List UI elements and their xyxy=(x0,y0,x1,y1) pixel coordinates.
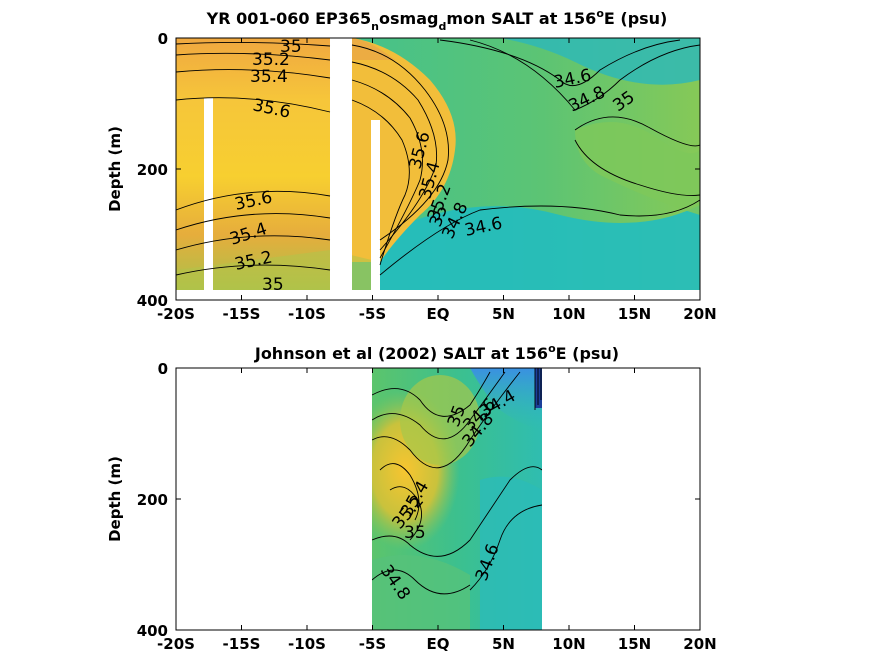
x-tick-label: -15S xyxy=(223,635,261,653)
x-tick-label: 10N xyxy=(552,635,585,653)
contour-label: 35.2 xyxy=(252,50,290,70)
salinity-field xyxy=(372,368,542,630)
y-tick-label: 0 xyxy=(158,360,168,378)
x-tick-label: 15N xyxy=(618,305,651,323)
y-tick-label: 200 xyxy=(137,161,168,179)
chart-title: Johnson et al (2002) SALT at 156oE (psu) xyxy=(254,342,619,363)
x-tick-label: 5N xyxy=(492,305,515,323)
x-tick-label: -5S xyxy=(359,635,386,653)
mask-band xyxy=(330,38,352,290)
panel-observations: Johnson et al (2002) SALT at 156oE (psu) xyxy=(106,342,717,653)
contour-lines xyxy=(176,39,700,276)
contour-label: 35 xyxy=(404,523,426,543)
panel-model: YR 001-060 EP365nosmagdmon SALT at 156oE… xyxy=(106,7,717,323)
x-tick-label: 20N xyxy=(683,305,716,323)
x-tick-label: -10S xyxy=(288,305,326,323)
mask-band xyxy=(371,120,380,290)
contour-label: 35.4 xyxy=(250,67,288,87)
x-tick-label: 20N xyxy=(683,635,716,653)
y-axis-label: Depth (m) xyxy=(106,456,124,542)
x-tick-label: EQ xyxy=(427,305,450,323)
x-tick-label: 5N xyxy=(492,635,515,653)
contour-label: 35 xyxy=(280,37,302,57)
salinity-field xyxy=(176,38,700,300)
mask-band xyxy=(204,98,213,290)
x-tick-label: EQ xyxy=(427,635,450,653)
x-tick-label: -15S xyxy=(223,305,261,323)
y-tick-label: 400 xyxy=(137,622,168,640)
contour-labels: 35 35.2 35.4 35.6 35.6 35.4 35.2 35 35.6… xyxy=(227,37,638,295)
axis-ticks: -20S -15S -10S -5S EQ 5N 10N 15N 20N 0 200 400 xyxy=(137,360,717,653)
axis-ticks: -20S -15S -10S -5S EQ 5N 10N 15N 20N 0 200 400 xyxy=(137,30,717,323)
x-tick-label: -10S xyxy=(288,635,326,653)
x-tick-label: 15N xyxy=(618,635,651,653)
y-tick-label: 0 xyxy=(158,30,168,48)
contour-lines xyxy=(372,368,542,595)
y-axis-label: Depth (m) xyxy=(106,126,124,212)
chart-title: YR 001-060 EP365nosmagdmon SALT at 156oE… xyxy=(206,7,668,33)
contour-label: 35 xyxy=(262,275,284,295)
y-tick-label: 400 xyxy=(137,292,168,310)
x-tick-label: 10N xyxy=(552,305,585,323)
x-tick-label: -20S xyxy=(157,305,195,323)
x-tick-label: -5S xyxy=(359,305,386,323)
x-tick-label: -20S xyxy=(157,635,195,653)
y-tick-label: 200 xyxy=(137,491,168,509)
